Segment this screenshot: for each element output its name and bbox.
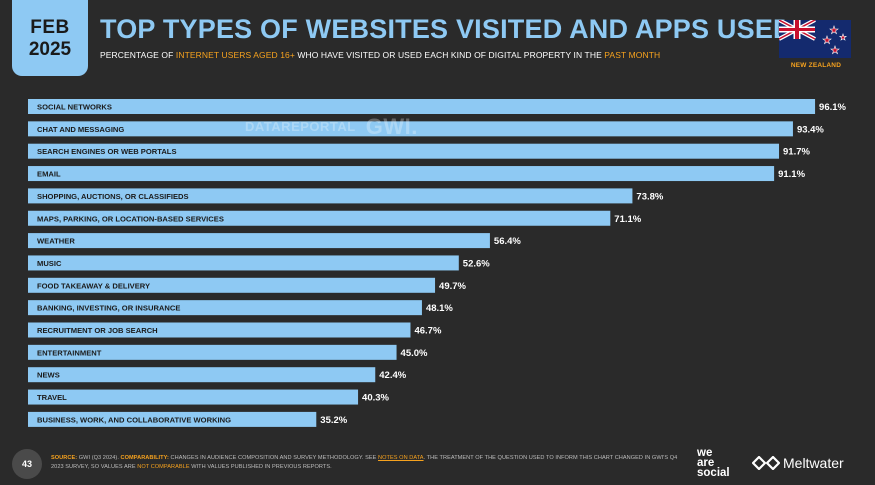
footnote-text-2: . THE TREATMENT OF THE QUESTION USED TO … <box>51 455 678 470</box>
subtitle-text-1: PERCENTAGE OF <box>100 50 176 60</box>
source-label: SOURCE: <box>51 455 78 461</box>
bar-4 <box>28 188 633 204</box>
value-label-6: 56.4% <box>494 236 521 247</box>
bar-3 <box>28 166 775 182</box>
page-subtitle: PERCENTAGE OF INTERNET USERS AGED 16+ WH… <box>100 50 660 60</box>
category-label-9: BANKING, INVESTING, OR INSURANCE <box>37 304 180 313</box>
category-label-7: MUSIC <box>37 259 62 268</box>
value-label-7: 52.6% <box>463 258 490 269</box>
value-label-5: 71.1% <box>614 214 641 225</box>
bar-6 <box>28 233 490 249</box>
meltwater-logo: Meltwater <box>752 455 844 471</box>
category-label-1: CHAT AND MESSAGING <box>37 125 124 134</box>
value-label-11: 45.0% <box>401 348 428 359</box>
bar-9 <box>28 300 422 316</box>
category-label-4: SHOPPING, AUCTIONS, OR CLASSIFIEDS <box>37 192 189 201</box>
meltwater-mark-icon <box>752 456 780 470</box>
category-label-13: TRAVEL <box>37 393 67 402</box>
footnote-text-3: WITH VALUES PUBLISHED IN PREVIOUS REPORT… <box>189 464 332 470</box>
bar-7 <box>28 255 459 271</box>
value-label-9: 48.1% <box>426 303 453 314</box>
footnote-text-1: CHANGES IN AUDIENCE COMPOSITION AND SURV… <box>168 455 379 461</box>
bar-14 <box>28 411 317 427</box>
bar-1 <box>28 121 793 137</box>
date-year: 2025 <box>28 38 72 60</box>
value-label-4: 73.8% <box>636 191 663 202</box>
bar-5 <box>28 210 611 226</box>
bar-12 <box>28 367 376 383</box>
value-label-13: 40.3% <box>362 393 389 404</box>
date-badge: FEB 2025 <box>12 0 88 76</box>
category-label-10: RECRUITMENT OR JOB SEARCH <box>37 326 158 335</box>
value-label-10: 46.7% <box>414 326 441 337</box>
not-comparable-text: NOT COMPARABLE <box>137 464 190 470</box>
value-label-0: 96.1% <box>819 102 846 113</box>
value-label-8: 49.7% <box>439 281 466 292</box>
footnote: SOURCE: GWI (Q3 2024). COMPARABILITY: CH… <box>51 454 691 472</box>
category-label-6: WEATHER <box>37 237 75 246</box>
category-label-2: SEARCH ENGINES OR WEB PORTALS <box>37 147 177 156</box>
logo-social: social <box>697 467 730 479</box>
watermark: DATAREPORTAL GWI. <box>245 114 418 140</box>
notes-on-data-link[interactable]: NOTES ON DATA <box>378 455 424 461</box>
value-label-3: 91.1% <box>778 169 805 180</box>
we-are-social-logo: we are social <box>697 447 743 479</box>
meltwater-wordmark: Meltwater <box>783 455 844 471</box>
subtitle-highlight-2: PAST MONTH <box>604 50 661 60</box>
watermark-gwi: GWI. <box>365 114 418 139</box>
category-label-12: NEWS <box>37 371 60 380</box>
category-label-5: MAPS, PARKING, OR LOCATION-BASED SERVICE… <box>37 214 224 223</box>
new-zealand-flag-icon <box>779 20 851 58</box>
logo-are: are <box>697 457 715 469</box>
page-title: TOP TYPES OF WEBSITES VISITED AND APPS U… <box>100 14 793 44</box>
bar-2 <box>28 143 780 159</box>
watermark-datareportal: DATAREPORTAL <box>245 119 356 134</box>
category-label-14: BUSINESS, WORK, AND COLLABORATIVE WORKIN… <box>37 415 231 424</box>
category-label-3: EMAIL <box>37 170 61 179</box>
subtitle-highlight-1: INTERNET USERS AGED 16+ <box>175 50 295 60</box>
comparability-label: COMPARABILITY: <box>120 455 169 461</box>
subtitle-text-2: WHO HAVE VISITED OR USED EACH KIND OF DI… <box>294 50 605 60</box>
category-label-8: FOOD TAKEAWAY & DELIVERY <box>37 281 150 290</box>
category-label-11: ENTERTAINMENT <box>37 348 102 357</box>
country-label: NEW ZEALAND <box>790 62 842 69</box>
bar-0 <box>28 99 816 114</box>
category-label-0: SOCIAL NETWORKS <box>37 103 112 112</box>
bar-10 <box>28 322 411 338</box>
value-label-1: 93.4% <box>797 124 824 135</box>
value-label-12: 42.4% <box>379 370 406 381</box>
value-label-14: 35.2% <box>320 415 347 426</box>
date-month: FEB <box>30 16 70 38</box>
bar-13 <box>28 389 359 405</box>
bar-11 <box>28 344 397 360</box>
value-label-2: 91.7% <box>783 147 810 158</box>
bar-8 <box>28 277 436 293</box>
page-number: 43 <box>12 449 42 479</box>
source-text: GWI (Q3 2024). <box>77 455 121 461</box>
logo-we: we <box>697 447 713 459</box>
